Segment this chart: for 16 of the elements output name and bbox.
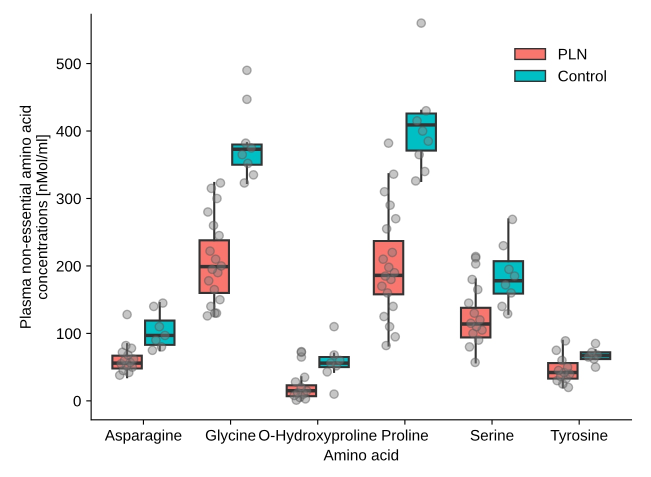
- y-tick-label: 100: [57, 328, 81, 340]
- y-tick-label: 300: [56, 193, 81, 204]
- y-tick-label: 0: [74, 396, 81, 407]
- y-tick-label: 400: [56, 126, 81, 137]
- y-axis-title: Plasma non-essential amino acid concentrations [nMol/ml]: [20, 106, 50, 328]
- x-tick-label: Glycine: [206, 429, 256, 444]
- legend-label: PLN: [558, 48, 586, 60]
- x-tick-label: Serine: [470, 429, 514, 441]
- x-tick-label: Proline: [382, 429, 428, 441]
- x-axis-title: Amino acid: [324, 449, 398, 460]
- x-tick-label: Tyrosine: [550, 429, 608, 444]
- y-tick-label: 500: [56, 58, 81, 70]
- x-tick-label: Asparagine: [104, 429, 182, 444]
- x-tick-label: O-Hydroxyproline: [259, 429, 376, 444]
- legend-label: Control: [558, 70, 606, 82]
- y-tick-label: 200: [56, 260, 81, 272]
